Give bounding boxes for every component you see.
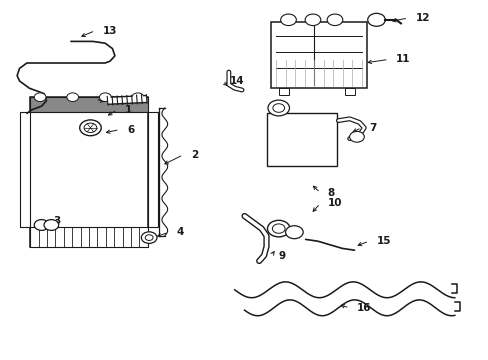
Circle shape	[267, 220, 289, 237]
Text: 12: 12	[415, 13, 429, 23]
Text: 10: 10	[327, 198, 342, 208]
Text: 13: 13	[102, 26, 117, 36]
Circle shape	[132, 93, 143, 102]
Circle shape	[272, 224, 285, 233]
Text: 15: 15	[376, 236, 390, 246]
Circle shape	[34, 220, 49, 230]
Circle shape	[84, 123, 97, 132]
Circle shape	[80, 120, 101, 136]
Circle shape	[326, 14, 342, 26]
Circle shape	[99, 93, 111, 102]
Circle shape	[305, 14, 320, 26]
Circle shape	[44, 220, 59, 230]
Text: 6: 6	[127, 125, 134, 135]
Circle shape	[285, 226, 303, 239]
Text: 1: 1	[124, 105, 132, 115]
Bar	[271, 22, 366, 88]
Circle shape	[367, 13, 385, 26]
Circle shape	[267, 100, 289, 116]
Circle shape	[34, 93, 46, 102]
Text: 8: 8	[327, 188, 334, 198]
Bar	[30, 227, 147, 247]
Circle shape	[272, 104, 284, 112]
Circle shape	[349, 131, 364, 142]
Bar	[344, 88, 354, 95]
Circle shape	[67, 93, 79, 102]
Circle shape	[280, 14, 296, 26]
Bar	[30, 97, 147, 247]
Bar	[147, 112, 158, 227]
Text: 5: 5	[102, 94, 110, 104]
Text: 16: 16	[356, 303, 371, 313]
Bar	[30, 97, 147, 112]
Text: 7: 7	[368, 123, 376, 133]
Text: 4: 4	[176, 227, 183, 237]
Circle shape	[145, 235, 153, 240]
Bar	[20, 112, 30, 227]
Text: 2: 2	[190, 150, 198, 160]
Circle shape	[141, 232, 157, 243]
Text: 11: 11	[395, 54, 410, 64]
Text: 3: 3	[54, 216, 61, 226]
Bar	[278, 88, 288, 95]
Text: 14: 14	[229, 76, 244, 86]
Bar	[266, 113, 337, 166]
Text: 9: 9	[278, 251, 285, 261]
